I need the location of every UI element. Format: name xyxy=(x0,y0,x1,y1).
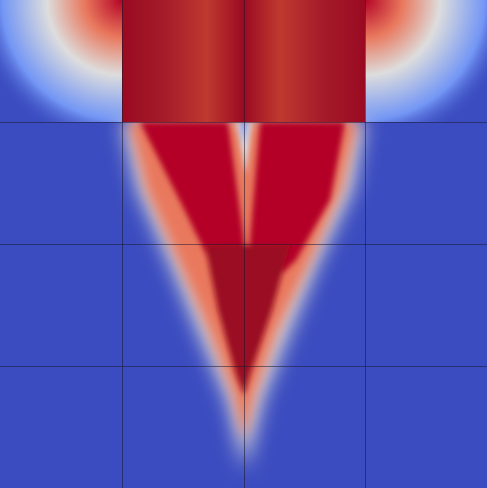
fan-right xyxy=(365,0,487,122)
plume-gap xyxy=(236,122,252,175)
plume-core xyxy=(140,122,345,395)
fan-left xyxy=(0,0,122,122)
source-block xyxy=(122,0,365,122)
